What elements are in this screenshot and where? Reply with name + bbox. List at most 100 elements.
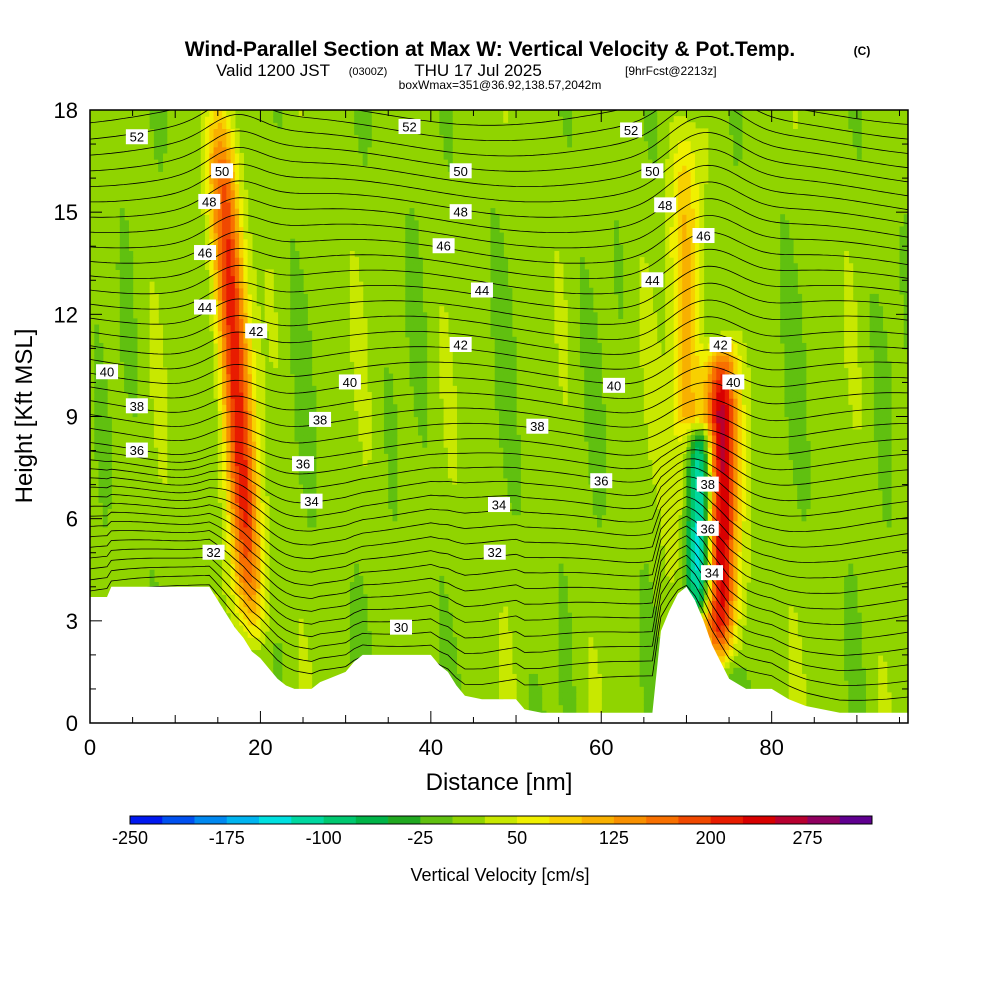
velocity-cell: [733, 539, 739, 546]
velocity-cell: [503, 618, 509, 626]
velocity-cell: [452, 385, 457, 393]
velocity-cell: [128, 306, 134, 313]
velocity-cell: [682, 349, 688, 356]
velocity-cell: [251, 318, 257, 326]
velocity-cell: [499, 649, 504, 657]
velocity-cell: [694, 532, 700, 540]
velocity-cell: [562, 361, 568, 369]
velocity-cell: [298, 649, 304, 657]
velocity-cell: [119, 349, 125, 356]
velocity-cell: [665, 428, 671, 436]
velocity-cell: [149, 569, 155, 577]
velocity-cell: [707, 557, 713, 565]
velocity-cell: [784, 342, 790, 350]
velocity-cell: [716, 631, 722, 638]
velocity-cell: [712, 441, 717, 448]
velocity-cell: [447, 649, 453, 657]
velocity-cell: [712, 355, 717, 362]
velocity-cell: [797, 318, 803, 326]
velocity-cell: [686, 582, 692, 589]
velocity-cell: [720, 526, 726, 534]
velocity-cell: [162, 116, 168, 123]
velocity-cell: [677, 263, 683, 270]
velocity-cell: [792, 637, 798, 644]
velocity-cell: [499, 655, 504, 663]
velocity-cell: [503, 434, 509, 442]
velocity-cell: [694, 287, 700, 295]
velocity-cell: [733, 551, 739, 559]
velocity-cell: [443, 631, 449, 638]
velocity-cell: [268, 287, 274, 295]
velocity-cell: [848, 281, 854, 289]
velocity-cell: [596, 391, 602, 399]
velocity-cell: [273, 318, 279, 326]
velocity-cell: [699, 502, 705, 510]
velocity-cell: [733, 532, 739, 540]
velocity-cell: [746, 428, 751, 436]
velocity-cell: [243, 483, 249, 491]
velocity-cell: [503, 649, 509, 657]
velocity-cell: [239, 257, 244, 264]
velocity-cell: [784, 269, 790, 277]
velocity-cell: [592, 661, 598, 669]
velocity-cell: [307, 661, 313, 669]
velocity-cell: [247, 508, 253, 516]
velocity-cell: [153, 324, 159, 332]
velocity-cell: [558, 667, 564, 675]
velocity-cell: [703, 361, 709, 369]
velocity-cell: [247, 416, 253, 424]
velocity-cell: [230, 349, 236, 356]
velocity-cell: [601, 453, 607, 461]
velocity-cell: [792, 428, 798, 436]
velocity-cell: [690, 269, 696, 277]
velocity-cell: [213, 367, 219, 375]
velocity-cell: [741, 539, 747, 546]
velocity-cell: [303, 490, 308, 497]
velocity-cell: [273, 349, 279, 356]
velocity-cell: [226, 226, 232, 234]
velocity-cell: [848, 312, 854, 320]
velocity-cell: [703, 159, 709, 166]
velocity-cell: [788, 257, 794, 264]
velocity-cell: [162, 146, 168, 154]
velocity-cell: [362, 631, 368, 638]
velocity-cell: [98, 416, 104, 424]
velocity-cell: [712, 545, 717, 552]
velocity-cell: [716, 410, 722, 418]
velocity-cell: [699, 287, 705, 295]
velocity-cell: [643, 631, 649, 638]
velocity-cell: [247, 391, 253, 399]
velocity-cell: [456, 673, 462, 681]
velocity-cell: [716, 588, 722, 595]
velocity-cell: [298, 269, 304, 277]
velocity-cell: [354, 122, 360, 129]
velocity-cell: [409, 214, 415, 221]
velocity-cell: [669, 514, 675, 522]
velocity-cell: [217, 220, 223, 228]
velocity-cell: [788, 434, 794, 442]
velocity-cell: [307, 483, 313, 491]
velocity-cell: [660, 434, 666, 442]
velocity-cell: [226, 201, 232, 209]
velocity-cell: [307, 367, 313, 375]
velocity-cell: [251, 355, 257, 362]
velocity-cell: [844, 257, 849, 264]
velocity-cell: [694, 275, 700, 283]
velocity-cell: [158, 459, 164, 467]
velocity-cell: [447, 465, 453, 473]
velocity-cell: [349, 606, 355, 614]
velocity-cell: [358, 349, 364, 356]
velocity-cell: [724, 661, 730, 669]
velocity-cell: [234, 391, 240, 399]
velocity-cell: [665, 532, 671, 540]
velocity-cell: [366, 140, 372, 148]
velocity-cell: [349, 649, 355, 657]
velocity-cell: [256, 391, 262, 399]
velocity-cell: [422, 318, 428, 326]
velocity-cell: [596, 422, 602, 430]
velocity-cell: [409, 342, 415, 350]
velocity-cell: [665, 526, 671, 534]
velocity-cell: [251, 416, 257, 424]
velocity-cell: [707, 447, 713, 454]
velocity-cell: [712, 471, 717, 479]
